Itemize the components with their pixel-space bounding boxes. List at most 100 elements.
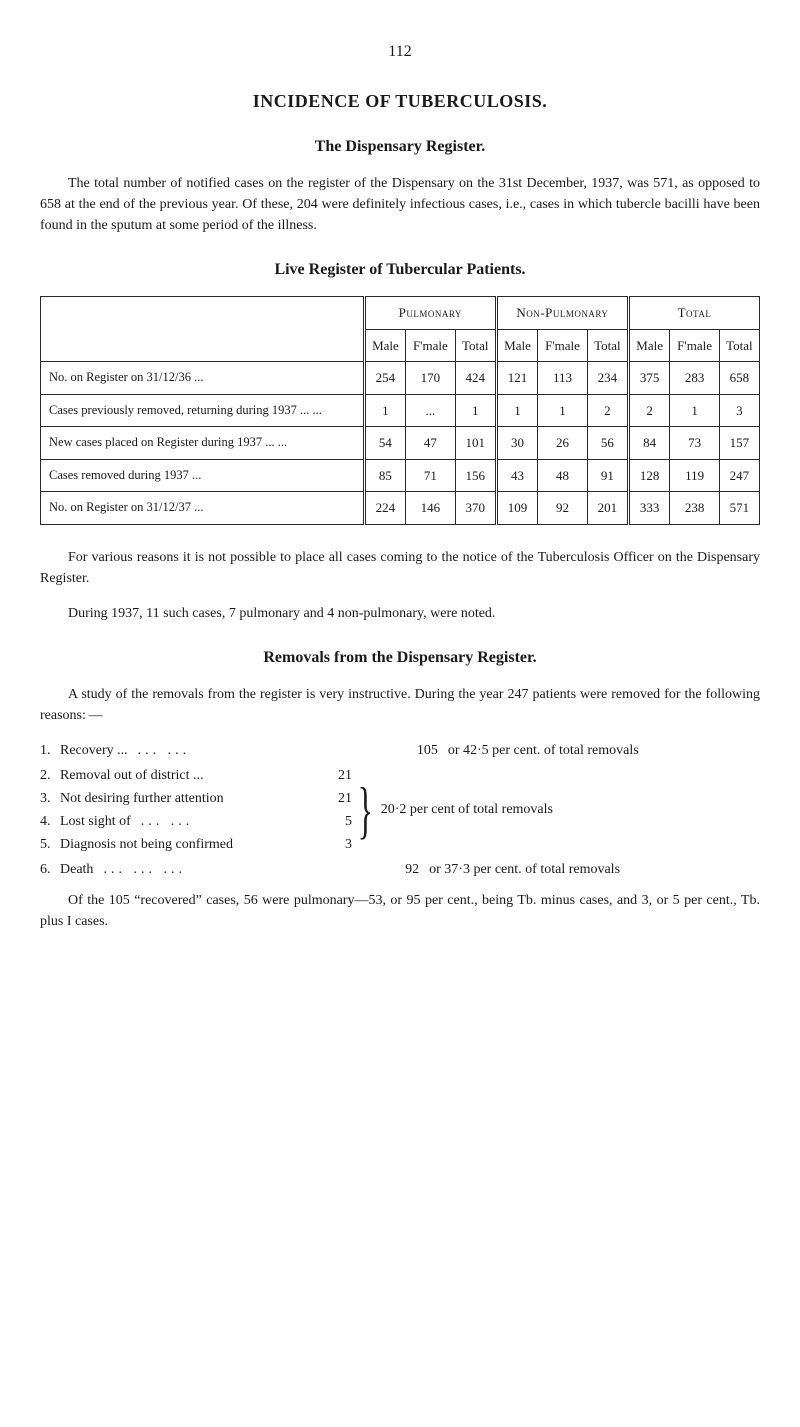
- table-cell: 1: [455, 394, 496, 427]
- sub-header: Male: [364, 329, 405, 362]
- table-cell: 1: [496, 394, 537, 427]
- row-label: No. on Register on 31/12/37 ...: [41, 492, 365, 525]
- row-label: Cases removed during 1937 ...: [41, 459, 365, 492]
- table-cell: 121: [496, 362, 537, 395]
- paragraph-removals-intro: A study of the removals from the registe…: [40, 684, 760, 726]
- item-dots: ... ...: [141, 811, 312, 832]
- table-corner-cell: [41, 297, 365, 362]
- table-cell: 84: [628, 427, 669, 460]
- sub-header: Total: [587, 329, 628, 362]
- item-label: Recovery ...: [60, 740, 138, 761]
- table-row: No. on Register on 31/12/36 ... 254 170 …: [41, 362, 760, 395]
- table-cell: 375: [628, 362, 669, 395]
- section-dispensary-register-title: The Dispensary Register.: [40, 135, 760, 159]
- table-cell: 30: [496, 427, 537, 460]
- table-cell: 283: [670, 362, 719, 395]
- table-cell: ...: [406, 394, 455, 427]
- table-cell: 47: [406, 427, 455, 460]
- table-cell: 224: [364, 492, 405, 525]
- group-header-total: Total: [628, 297, 759, 330]
- brace-icon: }: [358, 781, 373, 839]
- table-cell: 73: [670, 427, 719, 460]
- table-group-header-row: Pulmonary Non-Pulmonary Total: [41, 297, 760, 330]
- table-row: Cases previously removed, returning duri…: [41, 394, 760, 427]
- sub-header: Total: [455, 329, 496, 362]
- table-cell: 43: [496, 459, 537, 492]
- table-cell: 91: [587, 459, 628, 492]
- sub-header: F'male: [406, 329, 455, 362]
- item-number: 2.: [40, 765, 60, 786]
- item-number: 1.: [40, 740, 60, 761]
- table-cell: 247: [719, 459, 759, 492]
- table-cell: 109: [496, 492, 537, 525]
- item-dots: ... ...: [138, 740, 398, 761]
- list-item: 6. Death ... ... ... 92 or 37·3 per cent…: [40, 859, 760, 880]
- row-label: No. on Register on 31/12/36 ...: [41, 362, 365, 395]
- table-cell: 56: [587, 427, 628, 460]
- live-register-table: Pulmonary Non-Pulmonary Total Male F'mal…: [40, 296, 760, 525]
- list-item: 3. Not desiring further attention 21: [40, 788, 356, 809]
- item-number: 5.: [40, 834, 60, 855]
- row-label: New cases placed on Register during 1937…: [41, 427, 365, 460]
- sub-header: F'male: [670, 329, 719, 362]
- table-cell: 370: [455, 492, 496, 525]
- sub-header: Male: [496, 329, 537, 362]
- table-cell: 658: [719, 362, 759, 395]
- group-header-nonpulmonary: Non-Pulmonary: [496, 297, 628, 330]
- item-desc: or 37·3 per cent. of total removals: [423, 859, 760, 880]
- table-cell: 1: [364, 394, 405, 427]
- table-row: Cases removed during 1937 ... 85 71 156 …: [41, 459, 760, 492]
- table-cell: 101: [455, 427, 496, 460]
- table-cell: 54: [364, 427, 405, 460]
- table-cell: 2: [628, 394, 669, 427]
- paragraph-intro: The total number of notified cases on th…: [40, 173, 760, 236]
- table-cell: 238: [670, 492, 719, 525]
- item-desc: or 42·5 per cent. of total removals: [442, 740, 760, 761]
- table-cell: 128: [628, 459, 669, 492]
- table-cell: 1: [538, 394, 587, 427]
- sub-header: Total: [719, 329, 759, 362]
- table-cell: 92: [538, 492, 587, 525]
- item-dots: ... ... ...: [103, 859, 379, 880]
- item-number: 3.: [40, 788, 60, 809]
- removals-list: 1. Recovery ... ... ... 105 or 42·5 per …: [40, 740, 760, 880]
- list-item: 4. Lost sight of ... ... 5: [40, 811, 356, 832]
- table-cell: 201: [587, 492, 628, 525]
- table-cell: 113: [538, 362, 587, 395]
- group-header-pulmonary: Pulmonary: [364, 297, 496, 330]
- item-value: 92: [379, 859, 423, 880]
- brace-group: 2. Removal out of district ... 21 3. Not…: [40, 763, 760, 857]
- paragraph-recovered-cases: Of the 105 “recovered” cases, 56 were pu…: [40, 890, 760, 932]
- item-number: 6.: [40, 859, 60, 880]
- item-value: 21: [312, 765, 356, 786]
- page-number: 112: [40, 40, 760, 64]
- sub-header: F'male: [538, 329, 587, 362]
- table-cell: 333: [628, 492, 669, 525]
- table-cell: 2: [587, 394, 628, 427]
- table-cell: 234: [587, 362, 628, 395]
- table-row: New cases placed on Register during 1937…: [41, 427, 760, 460]
- item-value: 3: [312, 834, 356, 855]
- paragraph-reasons: For various reasons it is not possible t…: [40, 547, 760, 589]
- sub-header: Male: [628, 329, 669, 362]
- table-cell: 71: [406, 459, 455, 492]
- item-label: Removal out of district ...: [60, 765, 213, 786]
- item-value: 21: [312, 788, 356, 809]
- page-title: INCIDENCE OF TUBERCULOSIS.: [40, 88, 760, 115]
- table-cell: 85: [364, 459, 405, 492]
- list-item: 5. Diagnosis not being confirmed 3: [40, 834, 356, 855]
- table-cell: 254: [364, 362, 405, 395]
- table-row: No. on Register on 31/12/37 ... 224 146 …: [41, 492, 760, 525]
- list-item: 2. Removal out of district ... 21: [40, 765, 356, 786]
- table-cell: 26: [538, 427, 587, 460]
- row-label: Cases previously removed, returning duri…: [41, 394, 365, 427]
- item-value: 105: [398, 740, 442, 761]
- list-item: 1. Recovery ... ... ... 105 or 42·5 per …: [40, 740, 760, 761]
- paragraph-1937-cases: During 1937, 11 such cases, 7 pulmonary …: [40, 603, 760, 624]
- item-label: Not desiring further attention: [60, 788, 234, 809]
- table-cell: 3: [719, 394, 759, 427]
- item-label: Death: [60, 859, 103, 880]
- brace-desc: 20·2 per cent of total removals: [375, 799, 760, 820]
- table-cell: 1: [670, 394, 719, 427]
- item-number: 4.: [40, 811, 60, 832]
